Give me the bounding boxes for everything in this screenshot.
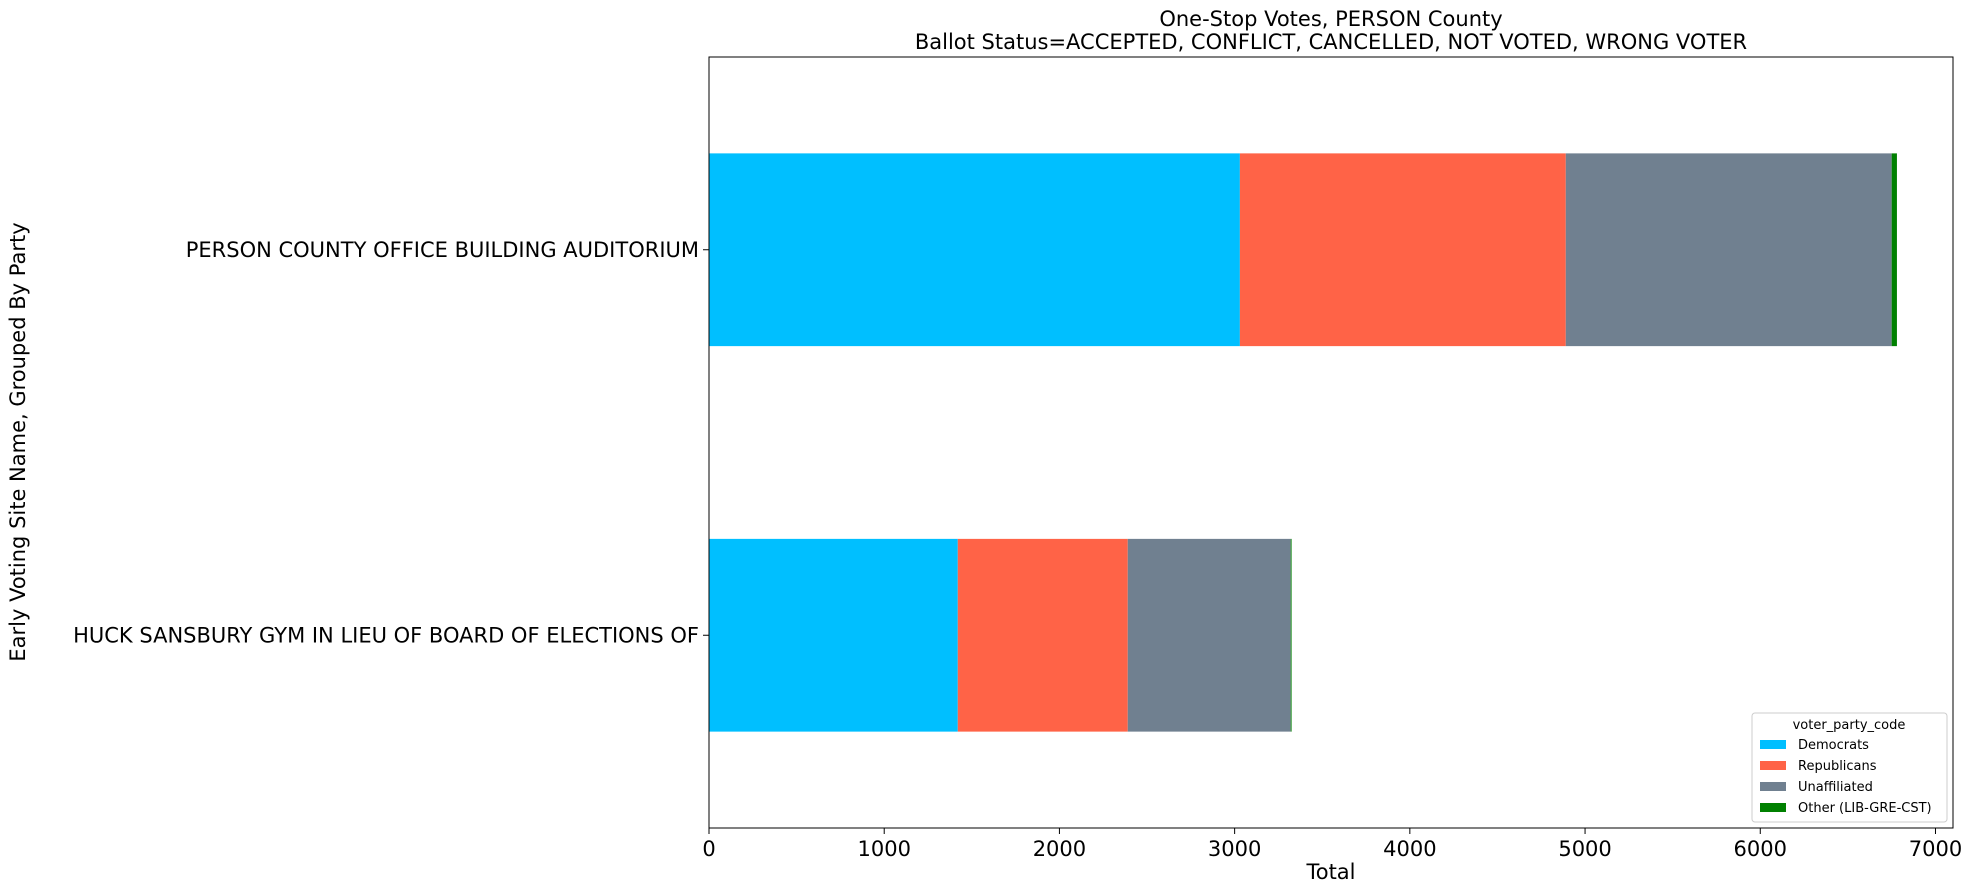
legend-label: Other (LIB-GRE-CST) xyxy=(1798,801,1932,816)
chart-subtitle: Ballot Status=ACCEPTED, CONFLICT, CANCEL… xyxy=(915,30,1747,54)
x-tick-label: 4000 xyxy=(1383,837,1436,861)
legend: voter_party_code Democrats Republicans Una… xyxy=(1751,712,1948,823)
x-tick-label: 0 xyxy=(702,837,715,861)
chart-title: One-Stop Votes, PERSON County xyxy=(1159,7,1502,31)
bar-democrats-1 xyxy=(709,153,1240,347)
y-tick-label: PERSON COUNTY OFFICE BUILDING AUDITORIUM xyxy=(186,238,699,262)
x-tick-label: 3000 xyxy=(1208,837,1261,861)
bar-unaffiliated-0 xyxy=(1127,538,1291,732)
plot-frame xyxy=(708,56,1954,829)
x-tick-label: 6000 xyxy=(1734,837,1787,861)
y-tick-label: HUCK SANSBURY GYM IN LIEU OF BOARD OF EL… xyxy=(73,623,699,647)
bars-group xyxy=(709,153,1897,732)
legend-label: Unaffiliated xyxy=(1798,780,1873,795)
x-axis-label: Total xyxy=(1305,860,1355,884)
x-tick-label: 5000 xyxy=(1558,837,1611,861)
legend-items: Democrats Republicans Unaffiliated Other (L… xyxy=(1760,738,1932,816)
y-axis-ticks: HUCK SANSBURY GYM IN LIEU OF BOARD OF EL… xyxy=(73,238,709,647)
bar-republicans-1 xyxy=(1239,153,1566,347)
legend-title: voter_party_code xyxy=(1793,718,1906,733)
bar-democrats-0 xyxy=(709,538,958,732)
bar-other-lib-gre-cst-0 xyxy=(1290,538,1292,732)
legend-box xyxy=(1751,712,1948,823)
bar-republicans-0 xyxy=(957,538,1128,732)
bar-other-lib-gre-cst-1 xyxy=(1891,153,1897,347)
legend-swatch xyxy=(1760,761,1786,770)
legend-swatch xyxy=(1760,782,1786,791)
x-tick-label: 1000 xyxy=(857,837,910,861)
x-axis-ticks: 0 1000 2000 3000 4000 5000 6000 7000 xyxy=(702,828,1962,861)
bar-unaffiliated-1 xyxy=(1565,153,1892,347)
y-axis-label: Early Voting Site Name, Grouped By Party xyxy=(6,222,30,661)
legend-label: Democrats xyxy=(1798,738,1869,753)
legend-swatch xyxy=(1760,803,1786,812)
x-tick-label: 7000 xyxy=(1909,837,1962,861)
x-tick-label: 2000 xyxy=(1033,837,1086,861)
legend-label: Republicans xyxy=(1798,759,1877,774)
legend-swatch xyxy=(1760,740,1786,749)
